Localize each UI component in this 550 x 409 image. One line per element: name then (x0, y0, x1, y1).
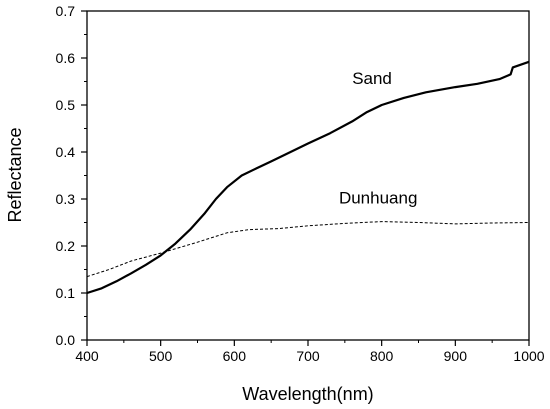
x-tick-label: 700 (296, 348, 320, 364)
y-tick-label: 0.6 (56, 50, 76, 66)
plot-border (86, 10, 530, 341)
y-tick-label: 0.4 (56, 144, 76, 160)
y-tick-label: 0.0 (56, 332, 76, 348)
y-tick-label: 0.2 (56, 238, 76, 254)
y-axis-title: Reflectance (5, 127, 25, 222)
series-line-sand (86, 60, 530, 295)
x-tick-label: 400 (75, 348, 99, 364)
annotation-layer: Sand Dunhuang (339, 69, 417, 208)
y-axis-ticks: 0.0 0.1 0.2 0.3 0.4 0.5 0.6 0.7 (56, 3, 87, 348)
x-tick-label: 800 (370, 348, 394, 364)
series-layer (86, 60, 530, 295)
x-tick-label: 600 (223, 348, 247, 364)
y-tick-label: 0.7 (56, 3, 76, 19)
x-tick-label: 900 (444, 348, 468, 364)
series-line-dunhuang (86, 221, 530, 278)
x-tick-label: 1000 (513, 348, 544, 364)
x-axis-ticks: 400 500 600 700 800 900 1000 (75, 340, 545, 364)
y-tick-label: 0.1 (56, 285, 76, 301)
plot-frame (86, 10, 530, 341)
y-tick-label: 0.3 (56, 191, 76, 207)
y-tick-label: 0.5 (56, 97, 76, 113)
series-label-sand: Sand (352, 69, 392, 88)
series-label-dunhuang: Dunhuang (339, 189, 417, 208)
x-tick-label: 500 (149, 348, 173, 364)
x-axis-title: Wavelength(nm) (242, 384, 373, 404)
